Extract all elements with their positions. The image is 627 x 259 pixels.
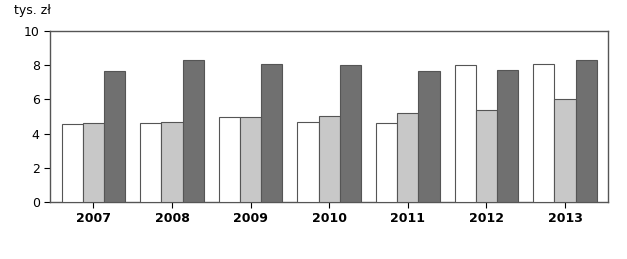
Bar <box>261 63 282 202</box>
Bar <box>397 113 418 202</box>
Bar <box>376 123 397 202</box>
Bar <box>219 117 240 202</box>
Bar <box>182 60 204 202</box>
Bar <box>104 71 125 202</box>
Bar <box>418 71 440 202</box>
Bar <box>576 60 597 202</box>
Bar <box>61 124 83 202</box>
Bar <box>140 123 161 202</box>
Bar <box>240 117 261 202</box>
Bar <box>497 70 518 202</box>
Bar <box>340 65 361 202</box>
Bar <box>533 64 554 202</box>
Bar <box>476 110 497 202</box>
Bar <box>297 122 319 202</box>
Bar <box>554 99 576 202</box>
Bar <box>161 122 182 202</box>
Bar <box>319 116 340 202</box>
Text: tys. zł: tys. zł <box>14 4 51 17</box>
Bar <box>455 65 476 202</box>
Bar <box>83 123 104 202</box>
